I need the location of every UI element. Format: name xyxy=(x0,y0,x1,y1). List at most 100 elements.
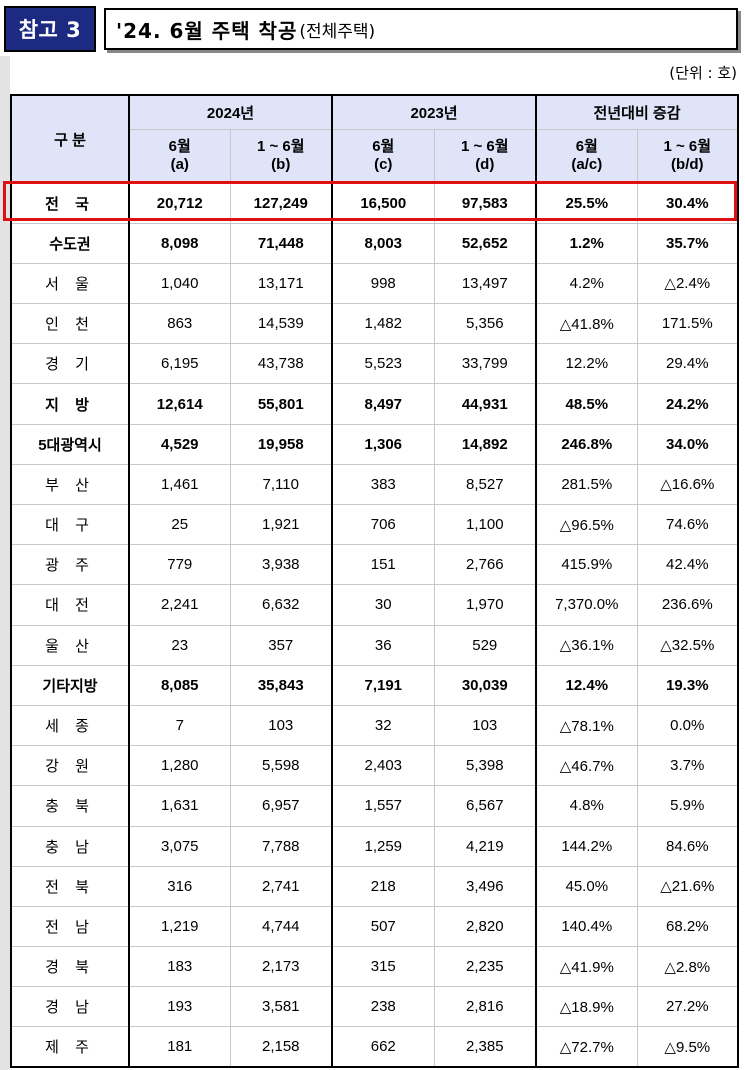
subheader-code: (b/d) xyxy=(671,155,704,173)
table-cell: 43,738 xyxy=(229,343,334,385)
table-cell: 1,482 xyxy=(331,303,435,345)
table-cell: 1,461 xyxy=(128,463,231,506)
group-header-2023: 2023년 xyxy=(331,94,538,130)
table-row: 5대광역시 4,529 19,958 1,306 14,892 246.8% 34.0% xyxy=(10,423,740,465)
table-cell: 29.4% xyxy=(636,343,740,385)
table-cell: 74.6% xyxy=(636,503,740,546)
table-cell: △18.9% xyxy=(535,986,638,1028)
table-row: 부 산 1,461 7,110 383 8,527 281.5% △16.6% xyxy=(10,463,740,506)
table-cell: 316 xyxy=(128,865,231,907)
table-row: 충 남 3,075 7,788 1,259 4,219 144.2% 84.6% xyxy=(10,825,740,867)
table-cell: 8,003 xyxy=(331,222,435,264)
row-label: 인 천 xyxy=(10,303,130,345)
unit-label: (단위 : 호) xyxy=(669,64,737,82)
table-cell: 3.7% xyxy=(636,745,740,787)
table-cell: 171.5% xyxy=(636,303,740,345)
table-cell: 35.7% xyxy=(636,222,740,264)
table-cell: 0.0% xyxy=(636,704,740,747)
table-row: 전 북 316 2,741 218 3,496 45.0% △21.6% xyxy=(10,865,740,907)
table-cell: 52,652 xyxy=(433,222,538,264)
subheader-code: (a) xyxy=(170,155,189,173)
table-cell: 6,632 xyxy=(229,584,334,626)
subheader-code: (b) xyxy=(271,155,291,173)
row-label: 5대광역시 xyxy=(10,423,130,465)
table-row: 경 북 183 2,173 315 2,235 △41.9% △2.8% xyxy=(10,946,740,988)
table-cell: 5,356 xyxy=(433,303,538,345)
table-cell: △41.9% xyxy=(535,946,638,988)
table-cell: △21.6% xyxy=(636,865,740,907)
table-cell: 1.2% xyxy=(535,222,638,264)
table-cell: 3,075 xyxy=(128,825,231,867)
table-cell: 8,085 xyxy=(128,664,231,706)
table-cell: 7,370.0% xyxy=(535,584,638,626)
page-subtitle: (전체주택) xyxy=(299,21,376,42)
row-label: 서 울 xyxy=(10,262,130,305)
table-cell: 863 xyxy=(128,303,231,345)
row-label: 대 전 xyxy=(10,584,130,626)
table-cell: 662 xyxy=(331,1026,435,1069)
subheader-period: 6월 xyxy=(168,137,191,155)
table-cell: 1,259 xyxy=(331,825,435,867)
table-cell: 48.5% xyxy=(535,383,638,425)
reference-badge: 참고 3 xyxy=(4,6,96,52)
table-cell: 14,539 xyxy=(229,303,334,345)
row-label: 세 종 xyxy=(10,704,130,747)
table-cell: △46.7% xyxy=(535,745,638,787)
table-cell: 1,557 xyxy=(331,785,435,827)
table-cell: 2,816 xyxy=(433,986,538,1028)
table-row: 서 울 1,040 13,171 998 13,497 4.2% △2.4% xyxy=(10,262,740,305)
table-cell: 55,801 xyxy=(229,383,334,425)
table-cell: 19,958 xyxy=(229,423,334,465)
table-cell: 103 xyxy=(433,704,538,747)
table-cell: △41.8% xyxy=(535,303,638,345)
table-row: 전 국 20,712 127,249 16,500 97,583 25.5% 30.4% xyxy=(10,182,740,224)
table-cell: 415.9% xyxy=(535,544,638,586)
table-cell: 5.9% xyxy=(636,785,740,827)
row-label: 수도권 xyxy=(10,222,130,264)
row-label: 기타지방 xyxy=(10,664,130,706)
table-cell: 218 xyxy=(331,865,435,907)
table-cell: 6,195 xyxy=(128,343,231,385)
table-cell: 5,398 xyxy=(433,745,538,787)
table-cell: △72.7% xyxy=(535,1026,638,1069)
row-label: 울 산 xyxy=(10,624,130,666)
table-cell: 13,497 xyxy=(433,262,538,305)
table-cell: 27.2% xyxy=(636,986,740,1028)
table-cell: 236.6% xyxy=(636,584,740,626)
table-cell: 103 xyxy=(229,704,334,747)
table-cell: 183 xyxy=(128,946,231,988)
table-cell: 7 xyxy=(128,704,231,747)
table-cell: 7,788 xyxy=(229,825,334,867)
table-row: 경 남 193 3,581 238 2,816 △18.9% 27.2% xyxy=(10,986,740,1028)
table-cell: 1,040 xyxy=(128,262,231,305)
table-cell: △36.1% xyxy=(535,624,638,666)
table-cell: 23 xyxy=(128,624,231,666)
table-row: 대 구 25 1,921 706 1,100 △96.5% 74.6% xyxy=(10,503,740,546)
table-cell: △9.5% xyxy=(636,1026,740,1069)
subheader-period: 6월 xyxy=(575,137,598,155)
table-cell: 2,741 xyxy=(229,865,334,907)
table-cell: 1,631 xyxy=(128,785,231,827)
table-row: 인 천 863 14,539 1,482 5,356 △41.8% 171.5% xyxy=(10,303,740,345)
table-cell: 3,496 xyxy=(433,865,538,907)
table-row: 세 종 7 103 32 103 △78.1% 0.0% xyxy=(10,704,740,747)
table-cell: 2,403 xyxy=(331,745,435,787)
table-cell: 1,219 xyxy=(128,905,231,948)
row-label: 충 북 xyxy=(10,785,130,827)
table-cell: 30 xyxy=(331,584,435,626)
row-label: 지 방 xyxy=(10,383,130,425)
table-row: 전 남 1,219 4,744 507 2,820 140.4% 68.2% xyxy=(10,905,740,948)
table-cell: 3,938 xyxy=(229,544,334,586)
row-label: 경 북 xyxy=(10,946,130,988)
table-row: 지 방 12,614 55,801 8,497 44,931 48.5% 24.2% xyxy=(10,383,740,425)
table-cell: 779 xyxy=(128,544,231,586)
table-body: 전 국 20,712 127,249 16,500 97,583 25.5% 30.4% 수도… xyxy=(10,182,740,1069)
table-row: 경 기 6,195 43,738 5,523 33,799 12.2% 29.4% xyxy=(10,343,740,385)
table-cell: 16,500 xyxy=(331,182,435,224)
table-row: 수도권 8,098 71,448 8,003 52,652 1.2% 35.7% xyxy=(10,222,740,264)
row-label: 광 주 xyxy=(10,544,130,586)
table-cell: 30,039 xyxy=(433,664,538,706)
table-cell: 19.3% xyxy=(636,664,740,706)
table-cell: 35,843 xyxy=(229,664,334,706)
